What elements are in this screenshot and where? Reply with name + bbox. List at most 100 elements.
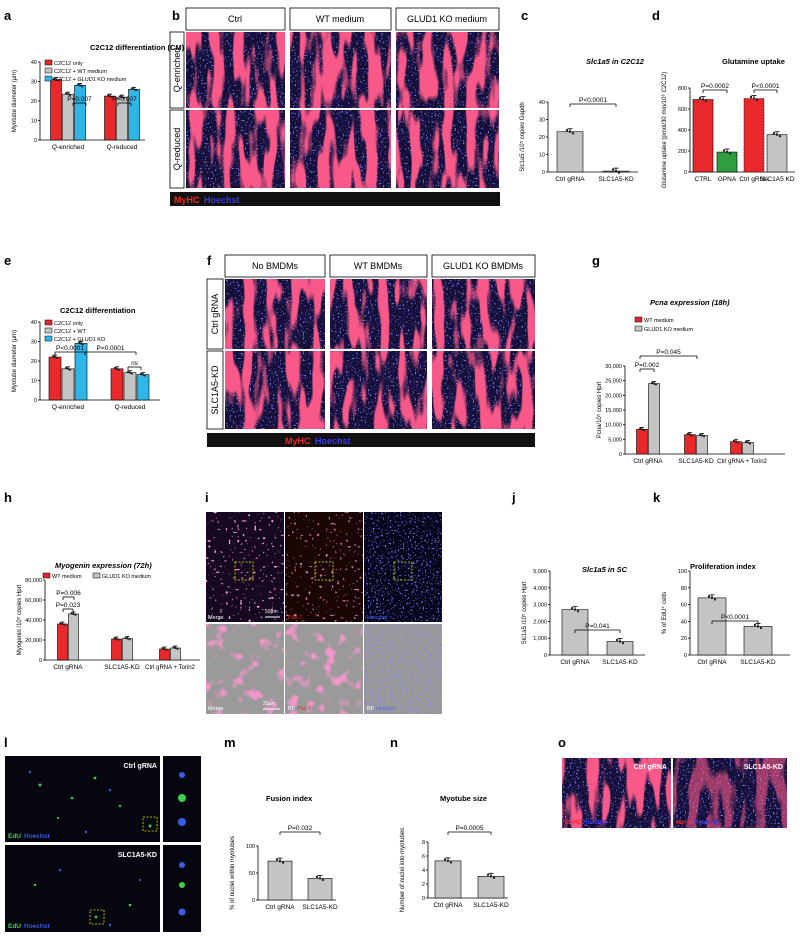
panel-label-a: a [4, 8, 12, 23]
category-label: Ctrl gRNA [697, 659, 727, 666]
data-point [318, 877, 322, 880]
label-pax7: Pax 7 [288, 615, 302, 621]
chart-g: Pcna expression (18h) 0 5,000 10,000 15,000 2… [596, 298, 785, 465]
scale-20um: 20μm [263, 701, 276, 707]
row-header-q-enriched: Q-enriched [172, 48, 182, 93]
data-point [449, 861, 453, 864]
data-point [746, 441, 750, 444]
data-point [489, 875, 493, 878]
bar [743, 626, 773, 656]
y-tick-label: 0 [619, 452, 622, 458]
y-tick-label: 25,000 [605, 379, 622, 385]
chart-n: Myotube size 0 2 4 6 8 Number of nuclei into m… [400, 794, 509, 912]
panel-label-e: e [4, 253, 11, 268]
data-point [117, 638, 120, 641]
legend-swatch [92, 572, 101, 579]
y-tick-label: 20 [31, 359, 37, 365]
p-value-label: P<0.0001 [751, 83, 779, 90]
column-header-wt-bmdms: WT BMDMs [354, 261, 403, 271]
category-label: Ctrl gRNA [265, 904, 295, 911]
category-label: Ctrl gRNA [555, 176, 585, 183]
data-point [755, 98, 759, 102]
panel-label-l: l [4, 735, 8, 750]
legend-swatch [44, 335, 53, 342]
category-label: SLC1A5-KD [302, 904, 338, 911]
label-bf: BF [367, 706, 375, 712]
micrograph-panel-f: No BMDMs WT BMDMs GLUD1 KO BMDMs Ctrl gR… [206, 254, 536, 447]
stain-hoechst: Hoechst [24, 833, 50, 840]
y-tick-label: 10 [539, 153, 545, 159]
legend-label: C2C12 + WT medium [54, 69, 107, 75]
data-point [128, 638, 131, 641]
category-label: SLC1A5 KD [759, 176, 794, 183]
data-point [752, 97, 756, 100]
category-label: Q-reduced [107, 144, 138, 151]
data-point [744, 440, 748, 443]
y-axis-label: Glutamine uptake (pmol/30 min/10⁶ C2C12) [661, 72, 668, 189]
y-tick-label: 2 [422, 882, 425, 888]
y-tick-label: 30 [539, 118, 545, 124]
y-tick-label: 2,000 [533, 619, 547, 625]
bar [716, 151, 738, 173]
data-point [141, 373, 145, 376]
y-tick-label: 80,000 [25, 578, 42, 584]
data-point [55, 356, 59, 359]
panel-label-c: c [521, 8, 528, 23]
micrograph-panel-l: Ctrl gRNA SLC1A5-KD EdU Hoechst EdU Hoec… [5, 756, 201, 932]
data-point [68, 93, 72, 97]
y-tick-label: 10,000 [605, 423, 622, 429]
y-tick-label: 0 [544, 653, 547, 659]
y-axis-label: % of EdU⁺ cells [661, 592, 668, 634]
bar [170, 647, 181, 661]
data-point [710, 596, 714, 600]
legend-label: C2C12 only [54, 61, 83, 67]
panel-label-b: b [172, 8, 180, 23]
data-point [492, 876, 496, 879]
bar [122, 638, 133, 661]
y-axis-label: % of nuclei within myotubes [230, 836, 236, 910]
micrograph-panel-i: Merge Pax 7 Hoechst 50μm Merge BF Pax 7 … [206, 512, 442, 714]
data-point [130, 372, 134, 375]
category-label: CTRL [695, 176, 712, 183]
column-header-wt-medium: WT medium [316, 14, 364, 24]
p-value-label: P<0.0001 [579, 97, 607, 104]
data-point [70, 612, 73, 615]
panel-label-d: d [652, 8, 660, 23]
bar [111, 638, 122, 661]
category-label: Ctrl gRNA [560, 659, 590, 666]
label-hoechst: Hoechst [367, 615, 388, 621]
data-point [80, 85, 84, 88]
bar [48, 356, 62, 401]
bar [434, 860, 462, 899]
data-point [51, 355, 55, 358]
y-axis-label: Myogenin /10⁵ copies Hprt [16, 584, 23, 655]
y-tick-label: 6 [422, 854, 425, 860]
data-point [690, 434, 694, 437]
column-header-ctrl: Ctrl [228, 14, 242, 24]
data-point [570, 606, 574, 610]
y-tick-label: 8 [422, 840, 425, 846]
p-value-label: P=0.045 [656, 349, 681, 356]
row-header-box [206, 350, 224, 430]
data-point [688, 433, 692, 436]
data-point [775, 133, 779, 136]
zoom-box [314, 561, 334, 581]
bar [606, 641, 634, 656]
bar [267, 860, 293, 901]
chart-title: Fusion index [266, 794, 313, 803]
label-merge: Merge [208, 615, 224, 621]
label-ctrl-grna: Ctrl gRNA [124, 763, 157, 770]
y-tick-label: 15,000 [605, 408, 622, 414]
data-point [707, 595, 711, 598]
micrograph-tile [163, 845, 201, 932]
data-point [110, 95, 114, 99]
data-point [115, 637, 118, 641]
bar [742, 442, 754, 455]
legend-label: C2C12 + GLUD1 KO [54, 337, 106, 343]
category-label: Ctrl gRNA [53, 664, 83, 671]
y-tick-label: 100 [678, 569, 687, 575]
category-label: SLC1A5-KD [740, 659, 776, 666]
data-point [640, 428, 644, 431]
scale-50um: 50μm [265, 609, 278, 615]
